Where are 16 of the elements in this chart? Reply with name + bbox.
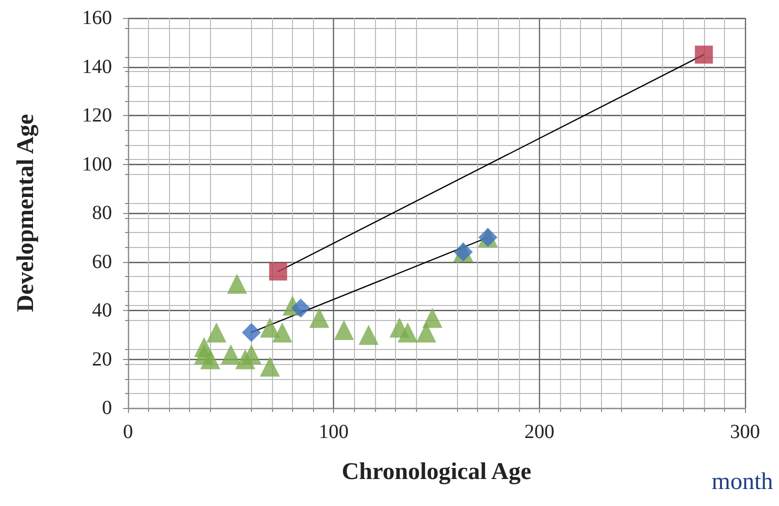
y-tick-label: 80 (92, 202, 112, 224)
x-axis-title: Chronological Age (342, 459, 532, 485)
x-tick-label: 0 (123, 421, 133, 443)
y-tick-label: 40 (92, 300, 112, 322)
text: month (712, 469, 774, 495)
y-tick-label: 140 (82, 56, 112, 78)
y-axis-title: Developmental Age (13, 114, 39, 312)
x-tick-label: 100 (318, 421, 349, 443)
y-tick-label: 100 (82, 153, 112, 176)
y-tick-label: 160 (82, 7, 112, 29)
y-tick-label: 20 (92, 348, 112, 370)
y-tick-label: 0 (102, 397, 112, 419)
x-tick-label: 300 (730, 421, 760, 443)
y-tick-label: 120 (82, 104, 112, 126)
x-tick-label: 200 (524, 421, 554, 443)
y-tick-label: 60 (92, 250, 112, 273)
